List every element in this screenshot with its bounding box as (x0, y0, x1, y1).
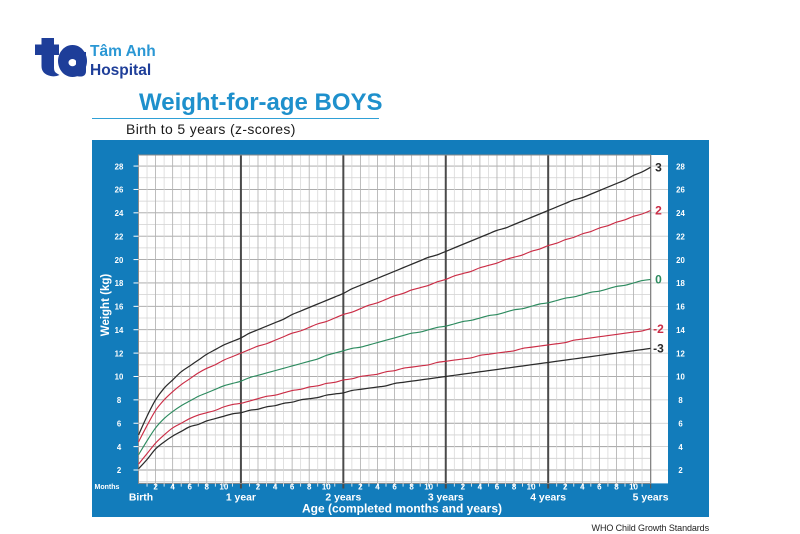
svg-text:16: 16 (676, 303, 685, 312)
svg-text:24: 24 (115, 209, 124, 218)
svg-text:3 years: 3 years (428, 492, 464, 503)
svg-text:16: 16 (115, 303, 124, 312)
svg-text:8: 8 (512, 482, 517, 491)
svg-text:4 years: 4 years (530, 492, 566, 503)
svg-text:6: 6 (597, 482, 602, 491)
svg-text:8: 8 (307, 482, 312, 491)
svg-text:4: 4 (117, 443, 122, 452)
svg-text:14: 14 (115, 326, 124, 335)
svg-text:Birth: Birth (129, 492, 153, 503)
svg-text:6: 6 (117, 419, 122, 428)
svg-text:20: 20 (115, 256, 124, 265)
svg-text:4: 4 (478, 482, 483, 491)
svg-text:10: 10 (322, 482, 331, 491)
svg-text:18: 18 (115, 279, 124, 288)
svg-text:6: 6 (187, 482, 192, 491)
svg-text:28: 28 (676, 162, 685, 171)
svg-text:8: 8 (614, 482, 619, 491)
svg-text:10: 10 (527, 482, 536, 491)
svg-text:28: 28 (115, 162, 124, 171)
svg-text:4: 4 (678, 443, 683, 452)
svg-text:2: 2 (358, 482, 363, 491)
svg-text:2: 2 (461, 482, 466, 491)
svg-text:3: 3 (655, 160, 662, 174)
svg-text:26: 26 (115, 186, 124, 195)
svg-text:12: 12 (115, 349, 124, 358)
svg-text:24: 24 (676, 209, 685, 218)
svg-text:8: 8 (409, 482, 414, 491)
svg-text:4: 4 (273, 482, 278, 491)
svg-text:6: 6 (678, 419, 683, 428)
svg-text:2: 2 (256, 482, 261, 491)
svg-text:8: 8 (205, 482, 210, 491)
svg-text:20: 20 (676, 256, 685, 265)
svg-text:2: 2 (678, 466, 683, 475)
svg-text:10: 10 (424, 482, 433, 491)
svg-text:14: 14 (676, 326, 685, 335)
svg-text:26: 26 (676, 186, 685, 195)
svg-text:Months: Months (95, 484, 120, 491)
svg-text:10: 10 (629, 482, 638, 491)
svg-text:-2: -2 (653, 322, 664, 336)
svg-text:22: 22 (115, 232, 124, 241)
svg-text:4: 4 (580, 482, 585, 491)
svg-text:12: 12 (676, 349, 685, 358)
svg-text:8: 8 (117, 396, 122, 405)
svg-text:10: 10 (676, 373, 685, 382)
svg-text:2: 2 (117, 466, 122, 475)
svg-text:6: 6 (392, 482, 397, 491)
svg-text:5 years: 5 years (633, 492, 669, 503)
svg-text:0: 0 (655, 273, 662, 287)
svg-text:-3: -3 (653, 342, 664, 356)
svg-text:2 years: 2 years (325, 492, 361, 503)
svg-text:22: 22 (676, 232, 685, 241)
svg-text:Weight (kg): Weight (kg) (100, 274, 112, 337)
svg-text:Age (completed months and year: Age (completed months and years) (302, 502, 502, 516)
svg-text:6: 6 (495, 482, 500, 491)
svg-text:10: 10 (219, 482, 228, 491)
svg-text:1 year: 1 year (226, 492, 256, 503)
svg-text:10: 10 (115, 373, 124, 382)
svg-text:2: 2 (563, 482, 568, 491)
svg-text:18: 18 (676, 279, 685, 288)
svg-text:8: 8 (678, 396, 683, 405)
svg-text:6: 6 (290, 482, 295, 491)
svg-text:4: 4 (375, 482, 380, 491)
svg-text:2: 2 (655, 204, 662, 218)
svg-text:2: 2 (153, 482, 158, 491)
svg-text:4: 4 (170, 482, 175, 491)
